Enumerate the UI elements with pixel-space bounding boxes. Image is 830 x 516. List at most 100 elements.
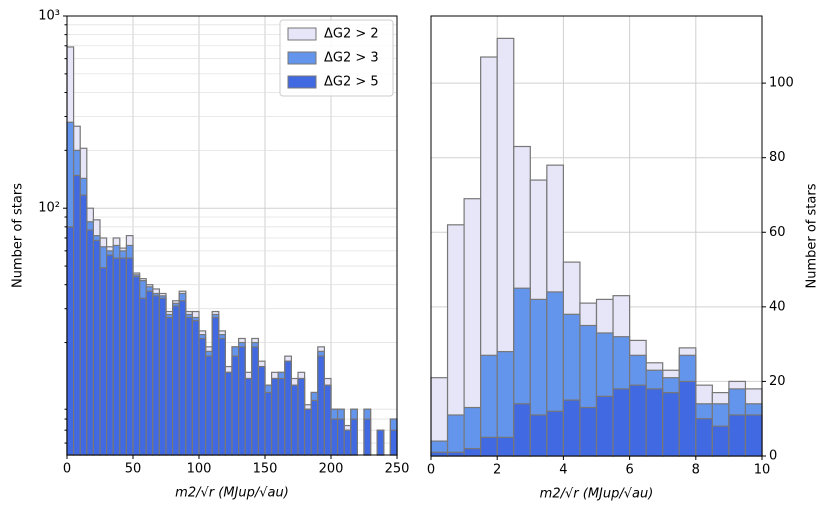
histogram-bar xyxy=(158,297,167,456)
histogram-bar xyxy=(277,377,286,456)
histogram-bar xyxy=(205,355,213,456)
histogram-bar xyxy=(112,257,121,456)
legend-label: ΔG2 > 3 xyxy=(324,51,379,66)
histogram-bar xyxy=(496,436,515,457)
x-tick-label: 0 xyxy=(63,462,71,477)
histogram-bar xyxy=(579,406,598,457)
histogram-bar xyxy=(119,257,128,456)
histogram-bar xyxy=(125,257,134,456)
histogram-bar xyxy=(529,414,548,457)
histogram-bar xyxy=(139,297,147,456)
x-tick-label: 2 xyxy=(493,463,501,478)
histogram-bar xyxy=(231,355,240,456)
histogram-bar xyxy=(105,254,114,456)
histogram-bar xyxy=(218,337,227,456)
x-tick-label: 150 xyxy=(253,462,278,477)
legend-label: ΔG2 > 5 xyxy=(324,75,379,90)
histogram-bar xyxy=(271,377,279,456)
histogram-bar xyxy=(244,377,253,456)
y-tick-label: 0 xyxy=(769,449,777,464)
histogram-bar xyxy=(595,395,614,457)
histogram-bar xyxy=(297,377,306,456)
x-tick-label: 200 xyxy=(319,462,344,477)
histogram-bar xyxy=(546,410,564,457)
histogram-bar xyxy=(711,425,730,457)
histogram-bar xyxy=(446,414,465,457)
y-tick-label: 10² xyxy=(38,201,60,216)
histogram-bar xyxy=(662,392,680,457)
x-axis-label: m2/√r (MJup/√au) xyxy=(540,487,654,502)
histogram-bar xyxy=(323,384,332,456)
y-tick-label: 20 xyxy=(769,374,786,389)
axes-frame xyxy=(430,15,763,457)
histogram-bar xyxy=(376,429,385,456)
legend: ΔG2 > 2 ΔG2 > 3 ΔG2 > 5 xyxy=(279,19,394,97)
y-tick-label: 40 xyxy=(769,299,786,314)
x-tick-label: 4 xyxy=(559,463,567,478)
histogram-bar xyxy=(363,418,372,456)
histogram-bar xyxy=(330,418,339,456)
x-tick-label: 50 xyxy=(125,462,142,477)
histogram-bar xyxy=(152,295,161,456)
histogram-bar xyxy=(728,414,747,457)
y-tick-label: 10³ xyxy=(38,9,60,24)
histogram-bar xyxy=(678,380,697,457)
y-tick-label: 100 xyxy=(769,76,794,91)
histogram-bar xyxy=(257,365,266,456)
histogram-bar xyxy=(695,418,713,457)
histogram-bar xyxy=(310,399,319,456)
y-tick-label: 60 xyxy=(769,225,786,240)
histogram-bar xyxy=(446,451,465,457)
histogram-bar xyxy=(645,388,664,457)
x-tick-label: 250 xyxy=(385,462,410,477)
histogram-bar xyxy=(513,403,531,457)
legend-swatch xyxy=(287,27,317,41)
legend-label: ΔG2 > 2 xyxy=(324,27,379,42)
x-tick-label: 100 xyxy=(187,462,212,477)
histogram-bar xyxy=(132,276,141,456)
histogram-bar xyxy=(430,451,449,457)
histogram-bar xyxy=(463,447,482,457)
histogram-bar xyxy=(562,399,581,457)
legend-swatch xyxy=(287,75,317,89)
histogram-bar xyxy=(178,300,187,456)
histogram-bar xyxy=(145,290,154,456)
histogram-bar xyxy=(284,360,292,456)
histogram-bar xyxy=(72,174,81,456)
histogram-bar xyxy=(389,429,398,456)
histogram-bar xyxy=(79,194,88,456)
histogram-bar xyxy=(86,229,95,456)
histogram-bar xyxy=(628,384,647,457)
y-axis-label: Number of stars xyxy=(11,183,26,288)
histogram-bar xyxy=(211,316,220,456)
histogram-bar xyxy=(290,384,299,456)
histogram-bar xyxy=(350,418,358,456)
histogram-bar xyxy=(264,391,273,456)
histogram-bar xyxy=(343,429,352,456)
x-tick-label: 8 xyxy=(692,463,700,478)
histogram-bar xyxy=(165,316,174,456)
histogram-bar xyxy=(198,337,207,456)
histogram-bar xyxy=(337,418,345,456)
histogram-bar xyxy=(612,388,631,457)
histogram-bar xyxy=(92,239,101,456)
histogram-bar xyxy=(238,346,246,456)
histogram-bar xyxy=(185,316,194,456)
x-tick-label: 10 xyxy=(754,463,771,478)
histogram-bar xyxy=(744,414,763,457)
histogram-bar xyxy=(480,436,498,457)
x-axis-label: m2/√r (MJup/√au) xyxy=(175,486,289,501)
histogram-bar xyxy=(99,267,108,456)
histogram-bar xyxy=(172,305,180,456)
histogram-bar xyxy=(251,346,260,456)
histogram-bar xyxy=(304,408,312,456)
histogram-bar xyxy=(317,355,325,456)
legend-swatch xyxy=(287,51,317,65)
x-tick-label: 6 xyxy=(625,463,633,478)
histogram-bar xyxy=(191,320,200,456)
y-axis-label: Number of stars xyxy=(805,183,820,288)
y-tick-label: 80 xyxy=(769,150,786,165)
histogram-bar xyxy=(224,371,233,456)
histogram-bar xyxy=(66,226,75,456)
